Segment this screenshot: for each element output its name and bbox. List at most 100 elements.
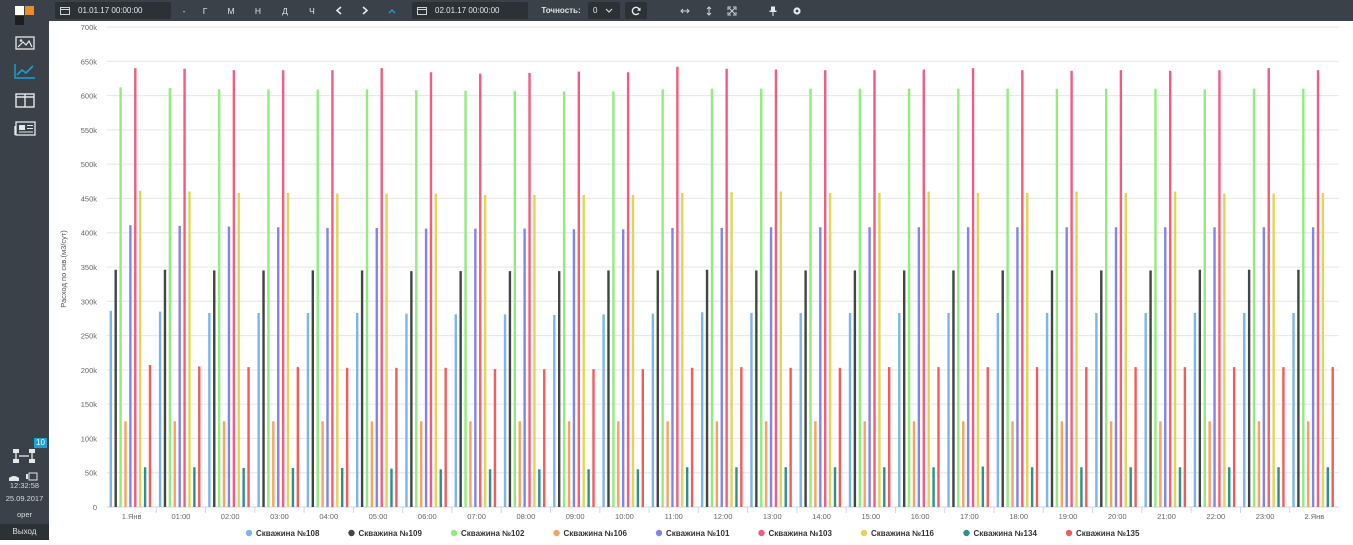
line-chart-icon bbox=[14, 64, 35, 79]
bar bbox=[799, 312, 802, 507]
x-tick-label: 04:00 bbox=[319, 512, 338, 521]
y-axis-label: Расход по скв.(м3/сут) bbox=[59, 230, 68, 308]
bar bbox=[1198, 269, 1202, 507]
gear-icon bbox=[793, 6, 801, 15]
pin-button[interactable] bbox=[765, 0, 781, 21]
bar bbox=[631, 195, 635, 507]
bar bbox=[1149, 270, 1152, 507]
bar bbox=[365, 89, 369, 508]
bar bbox=[690, 367, 694, 507]
bar bbox=[641, 369, 644, 507]
period-week-button[interactable]: Н bbox=[254, 5, 262, 16]
bar bbox=[419, 421, 423, 507]
devices-icon[interactable] bbox=[12, 447, 38, 465]
chevron-right-icon bbox=[362, 6, 369, 15]
bar bbox=[1267, 68, 1270, 507]
bar bbox=[405, 313, 408, 507]
bar bbox=[1316, 70, 1320, 507]
x-tick-label: 10:00 bbox=[615, 512, 634, 521]
bar bbox=[1124, 192, 1127, 507]
bar bbox=[887, 367, 891, 507]
bar bbox=[1021, 70, 1024, 507]
columns-icon bbox=[15, 92, 35, 108]
bar bbox=[577, 71, 581, 508]
x-tick-label: 08:00 bbox=[516, 512, 535, 521]
bar bbox=[922, 69, 925, 507]
bar bbox=[134, 68, 137, 507]
bar bbox=[129, 225, 132, 507]
bar bbox=[188, 191, 191, 508]
bar bbox=[380, 68, 383, 507]
bar bbox=[454, 314, 457, 507]
bar bbox=[656, 270, 659, 507]
date-from-field[interactable]: 01.01.17 00:00:00 bbox=[55, 2, 171, 19]
bar bbox=[479, 73, 482, 507]
bar bbox=[986, 367, 989, 507]
bar bbox=[1030, 467, 1034, 507]
bar bbox=[553, 315, 556, 507]
y-tick-label: 350k bbox=[81, 263, 98, 272]
fit-vertical-button[interactable] bbox=[701, 0, 717, 21]
refresh-button[interactable] bbox=[625, 2, 647, 19]
bar bbox=[326, 227, 329, 507]
sidebar-item-charts[interactable] bbox=[11, 60, 39, 82]
bar bbox=[390, 468, 393, 507]
bar bbox=[1109, 421, 1113, 507]
bar bbox=[720, 227, 723, 507]
y-tick-label: 100k bbox=[81, 434, 98, 443]
prev-period-button[interactable] bbox=[330, 0, 348, 21]
exit-button[interactable]: Выход bbox=[0, 524, 49, 540]
bar bbox=[1016, 227, 1019, 507]
period-hour-button[interactable]: Ч bbox=[309, 5, 315, 16]
image-icon bbox=[15, 36, 35, 50]
chevron-left-icon bbox=[335, 6, 342, 15]
bar bbox=[666, 421, 669, 507]
bar-chart[interactable]: 0 50k 100k 150k 200k 250k 300k 350k 400k 450k 500k… bbox=[49, 21, 1353, 540]
x-tick-label: 19:00 bbox=[1059, 512, 1078, 521]
bar bbox=[769, 227, 773, 507]
period-month-button[interactable]: М bbox=[227, 5, 235, 16]
bar bbox=[1144, 312, 1147, 507]
fullscreen-button[interactable] bbox=[724, 0, 740, 21]
bar bbox=[109, 310, 112, 507]
sidebar-item-reports[interactable] bbox=[11, 117, 39, 139]
date-range-dash: - bbox=[182, 5, 186, 16]
precision-select[interactable]: 0 bbox=[588, 2, 620, 19]
bar bbox=[222, 421, 226, 507]
bar bbox=[971, 68, 975, 507]
clock-time: 12:32:58 bbox=[9, 481, 40, 490]
bar bbox=[572, 229, 576, 508]
period-year-button[interactable]: Г bbox=[202, 5, 208, 16]
bar bbox=[321, 421, 324, 507]
x-tick-label: 17:00 bbox=[960, 512, 979, 521]
connection-icon bbox=[8, 469, 20, 487]
next-period-button[interactable] bbox=[356, 0, 374, 21]
bar bbox=[272, 421, 275, 507]
sidebar-item-images[interactable] bbox=[11, 32, 39, 54]
bar bbox=[784, 467, 787, 507]
sidebar-item-layout[interactable] bbox=[11, 89, 39, 111]
bar bbox=[676, 66, 679, 507]
fit-horizontal-button[interactable] bbox=[677, 0, 693, 21]
bar bbox=[612, 91, 615, 507]
collapse-button[interactable] bbox=[383, 0, 401, 21]
x-axis: 1.Янв 01:00 02:00 03:00 04:00 05:00 06:00 07:00… bbox=[122, 507, 1324, 521]
x-tick-label: 05:00 bbox=[369, 512, 388, 521]
y-axis-ticks: 0 50k 100k 150k 200k 250k 300k 350k 400k 450k 500k… bbox=[81, 23, 98, 512]
bar bbox=[483, 195, 487, 507]
bar bbox=[1183, 367, 1187, 507]
legend-item-label: Скважина №109 bbox=[359, 529, 423, 538]
period-day-button[interactable]: Д bbox=[282, 5, 288, 16]
x-tick-label: 06:00 bbox=[418, 512, 437, 521]
bar bbox=[208, 312, 211, 507]
bar bbox=[1001, 270, 1004, 507]
bar bbox=[883, 467, 886, 507]
x-tick-label: 21:00 bbox=[1157, 512, 1176, 521]
expand-icon bbox=[727, 6, 737, 15]
bar bbox=[602, 314, 605, 507]
settings-button[interactable] bbox=[789, 0, 805, 21]
x-tick-label: 09:00 bbox=[566, 512, 585, 521]
chart-area: 0 50k 100k 150k 200k 250k 300k 350k 400k 450k 500k… bbox=[49, 21, 1353, 540]
bar bbox=[685, 467, 689, 507]
date-to-field[interactable]: 02.01.17 00:00:00 bbox=[412, 2, 528, 19]
